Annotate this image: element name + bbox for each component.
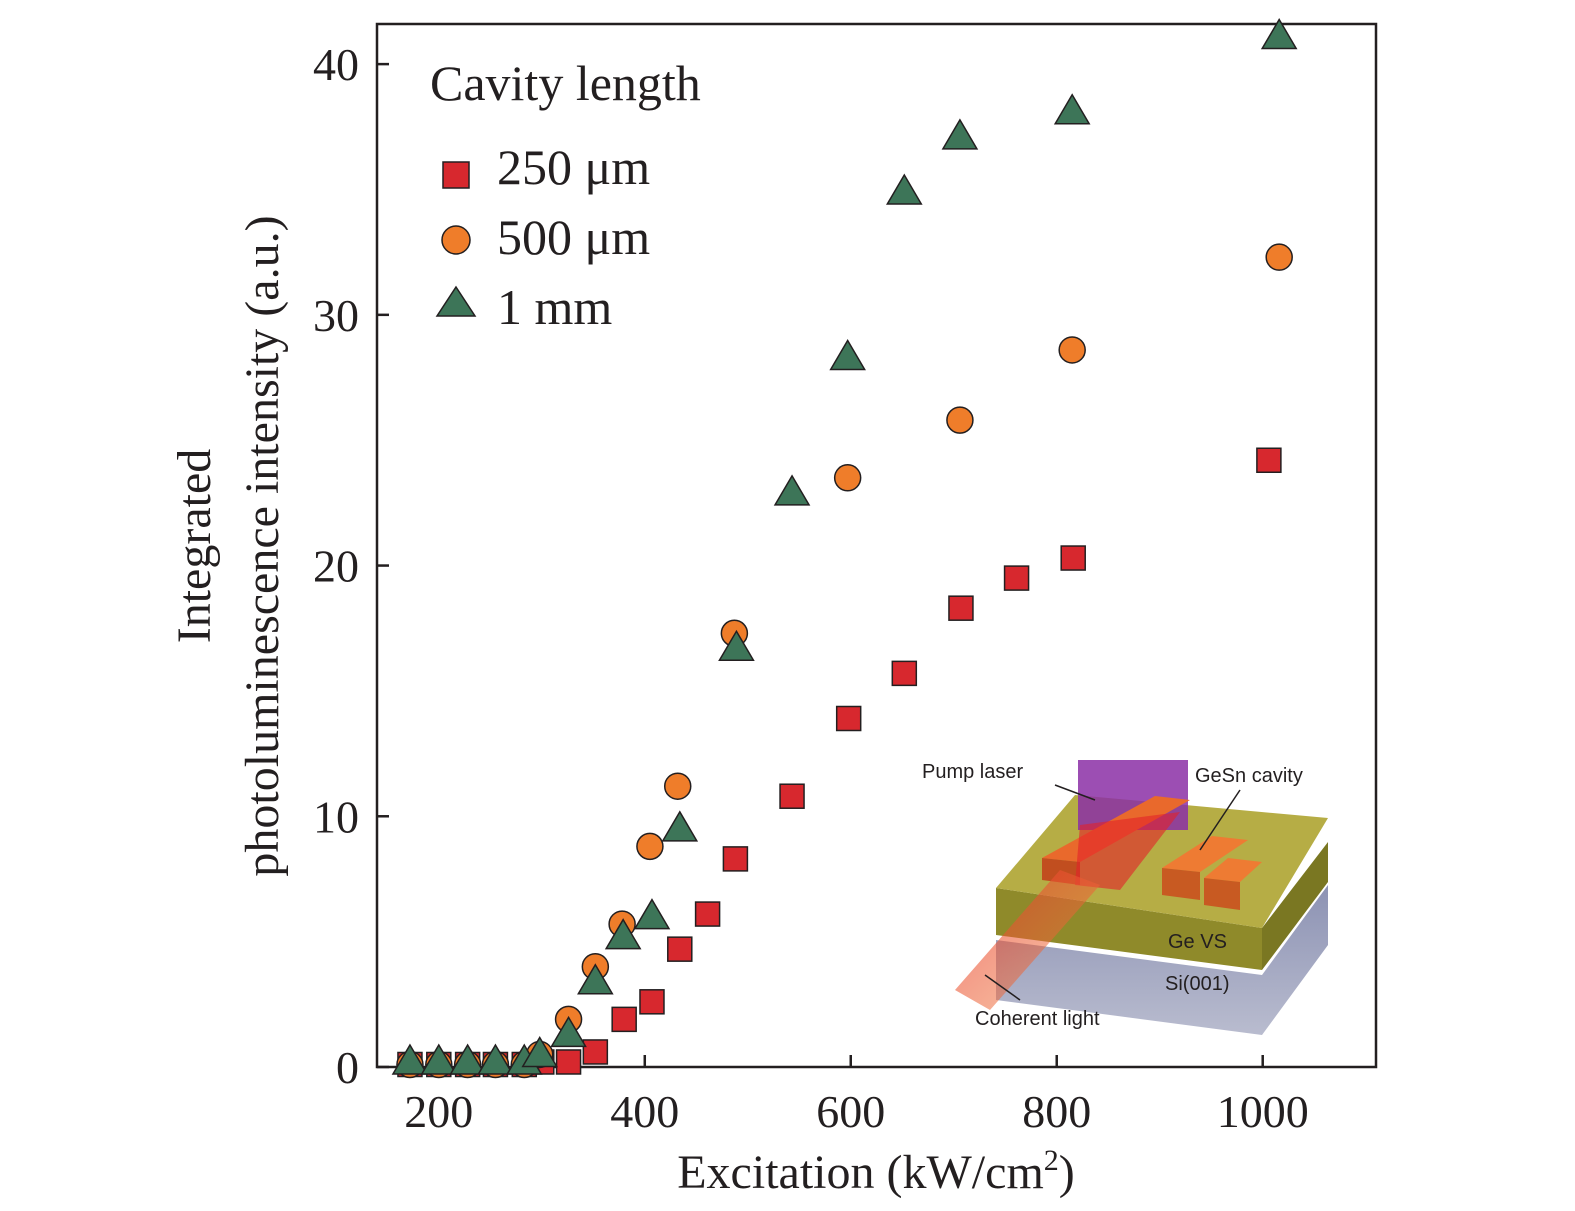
legend: Cavity length 250 μm 500 μm 1 mm bbox=[430, 55, 701, 335]
data-point-triangle bbox=[391, 1043, 429, 1075]
data-point-triangle bbox=[773, 474, 811, 506]
cavity-pointer bbox=[1199, 789, 1241, 851]
laser-spot bbox=[1075, 812, 1180, 890]
data-point-triangle bbox=[1053, 93, 1091, 125]
coherent-light-pointer bbox=[984, 974, 1021, 1001]
data-series bbox=[391, 18, 1298, 1079]
coherent-light-beam bbox=[955, 870, 1100, 1010]
legend-label-1mm: 1 mm bbox=[497, 279, 612, 335]
data-point-square bbox=[694, 901, 721, 927]
legend-marker-circle bbox=[441, 225, 471, 255]
pump-laser-pointer bbox=[1054, 784, 1096, 801]
ge-vs-layer-side bbox=[1262, 842, 1328, 970]
data-point-triangle bbox=[577, 963, 614, 995]
data-point-square bbox=[667, 936, 693, 962]
inset-label-ge-vs: Ge VS bbox=[1168, 931, 1227, 953]
data-point-triangle bbox=[661, 810, 699, 842]
x-tick-label: 600 bbox=[816, 1086, 885, 1137]
data-point-triangle bbox=[885, 173, 923, 205]
x-tick-label: 800 bbox=[1022, 1086, 1091, 1137]
data-point-square bbox=[1060, 545, 1086, 571]
data-point-triangle bbox=[829, 338, 866, 371]
y-tick-label: 10 bbox=[313, 791, 359, 842]
legend-marker-triangle bbox=[435, 285, 477, 317]
cavity-short-1-front bbox=[1162, 868, 1200, 900]
plot-frame bbox=[375, 22, 1378, 1069]
y-axis: 0 10 20 30 40 bbox=[313, 39, 389, 1093]
data-point-triangle bbox=[521, 1035, 559, 1068]
y-tick-label: 0 bbox=[336, 1042, 359, 1093]
x-axis: 200 400 600 800 1000 bbox=[404, 1055, 1309, 1137]
data-point-square bbox=[555, 1049, 582, 1075]
data-point-square bbox=[779, 783, 805, 809]
inset-label-coherent-light: Coherent light bbox=[975, 1008, 1100, 1030]
y-tick-label: 20 bbox=[313, 541, 359, 592]
data-point-triangle bbox=[1260, 18, 1298, 50]
cavity-short-2 bbox=[1204, 858, 1262, 882]
data-point-square bbox=[611, 1006, 637, 1033]
data-point-square bbox=[835, 705, 862, 732]
data-point-circle bbox=[946, 406, 974, 434]
x-tick-label: 200 bbox=[404, 1086, 473, 1137]
data-point-circle bbox=[636, 832, 664, 861]
data-point-triangle bbox=[449, 1043, 486, 1075]
series-triangle bbox=[391, 18, 1298, 1075]
y-tick-label: 40 bbox=[313, 39, 359, 90]
data-point-circle bbox=[1265, 243, 1293, 271]
data-point-square bbox=[722, 846, 749, 872]
data-point-circle bbox=[833, 464, 862, 492]
data-point-triangle bbox=[420, 1043, 458, 1075]
cavity-short-2-front bbox=[1204, 878, 1240, 910]
data-point-triangle bbox=[604, 918, 642, 950]
y-tick-label: 30 bbox=[313, 290, 359, 341]
cavity-short-1 bbox=[1162, 836, 1248, 872]
x-tick-label: 400 bbox=[610, 1086, 679, 1137]
inset-label-si001: Si(001) bbox=[1165, 973, 1229, 995]
legend-title: Cavity length bbox=[430, 55, 701, 111]
data-point-square bbox=[948, 595, 974, 621]
data-point-square bbox=[1256, 447, 1282, 474]
legend-label-500um: 500 μm bbox=[497, 209, 650, 265]
y-axis-title-line-1: Integrated bbox=[168, 449, 221, 644]
data-point-triangle bbox=[633, 898, 671, 930]
si-substrate bbox=[996, 885, 1328, 1035]
data-point-circle bbox=[1058, 336, 1086, 364]
inset-label-pump-laser: Pump laser bbox=[922, 761, 1023, 783]
legend-label-250um: 250 μm bbox=[497, 139, 650, 195]
legend-marker-square bbox=[442, 161, 470, 189]
x-tick-label: 1000 bbox=[1217, 1086, 1309, 1137]
x-axis-title: Excitation (kW/cm2) bbox=[677, 1144, 1075, 1199]
y-axis-title-line-2: photoluminescence intensity (a.u.) bbox=[236, 215, 289, 876]
data-point-triangle bbox=[941, 118, 979, 150]
inset-device-illustration: Pump laser GeSn cavity Ge VS Si(001) Coh… bbox=[922, 760, 1328, 1035]
data-point-square bbox=[891, 660, 918, 687]
data-point-square bbox=[582, 1039, 609, 1065]
inset-label-gesn-cavity: GeSn cavity bbox=[1195, 765, 1303, 787]
data-point-triangle bbox=[718, 629, 755, 662]
data-point-square bbox=[1003, 565, 1030, 591]
data-point-circle bbox=[663, 772, 692, 800]
data-point-triangle bbox=[477, 1043, 514, 1075]
data-point-triangle bbox=[550, 1015, 587, 1048]
data-point-square bbox=[639, 989, 665, 1015]
